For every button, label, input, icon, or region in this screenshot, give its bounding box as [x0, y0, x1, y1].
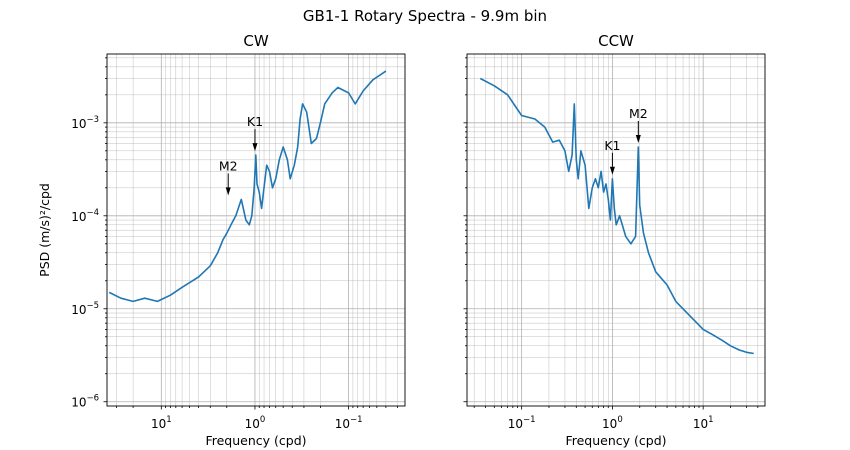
- annotation-label: M2: [219, 158, 238, 173]
- x-tick-label: 10−1: [335, 415, 363, 431]
- annotation-arrow-head: [252, 143, 258, 152]
- grid: [107, 54, 405, 406]
- x-axis-label: Frequency (cpd): [205, 433, 306, 448]
- x-tick-label: 101: [693, 415, 714, 431]
- panels: 101 100 10−1 10−6 10−5 10−4 10−3 CW Frequency (c…: [37, 32, 766, 448]
- chart-panel-2: 10−1 100 101 CCW Frequency (cpd) K1 M2: [463, 32, 766, 448]
- y-tick-label: 10−3: [71, 115, 99, 131]
- y-tick-label: 10−5: [71, 301, 99, 317]
- x-axis-label: Frequency (cpd): [565, 433, 666, 448]
- x-tick-label: 101: [151, 415, 172, 431]
- ticks: [463, 57, 759, 410]
- annotation-arrow-head: [609, 166, 615, 175]
- annotation-k1: K1: [247, 114, 263, 152]
- annotation-label: K1: [247, 114, 263, 129]
- y-tick-label: 10−4: [71, 208, 99, 224]
- annotation-arrow-head: [635, 134, 641, 143]
- annotation-arrow-head: [225, 187, 231, 196]
- annotation-label: K1: [604, 138, 620, 153]
- chart-panel-1: 101 100 10−1 10−6 10−5 10−4 10−3 CW Frequency (c…: [37, 32, 406, 448]
- chart-title: CCW: [598, 32, 634, 50]
- annotation-label: M2: [629, 106, 648, 121]
- ticks: [103, 57, 398, 410]
- annotation-m2: M2: [629, 106, 648, 143]
- series-line-1: [108, 70, 387, 303]
- annotation-m2: M2: [219, 158, 238, 196]
- x-tick-label: 100: [602, 415, 623, 431]
- annotation-k1: K1: [604, 138, 620, 175]
- y-tick-label: 10−6: [71, 394, 99, 410]
- grid: [467, 54, 765, 406]
- chart-title: CW: [243, 32, 268, 50]
- y-axis-label: PSD (m/s)²/cpd: [37, 183, 52, 277]
- series-line-1: [479, 77, 754, 355]
- figure-suptitle: GB1-1 Rotary Spectra - 9.9m bin: [303, 7, 547, 25]
- x-tick-label: 10−1: [508, 415, 536, 431]
- x-tick-label: 100: [245, 415, 266, 431]
